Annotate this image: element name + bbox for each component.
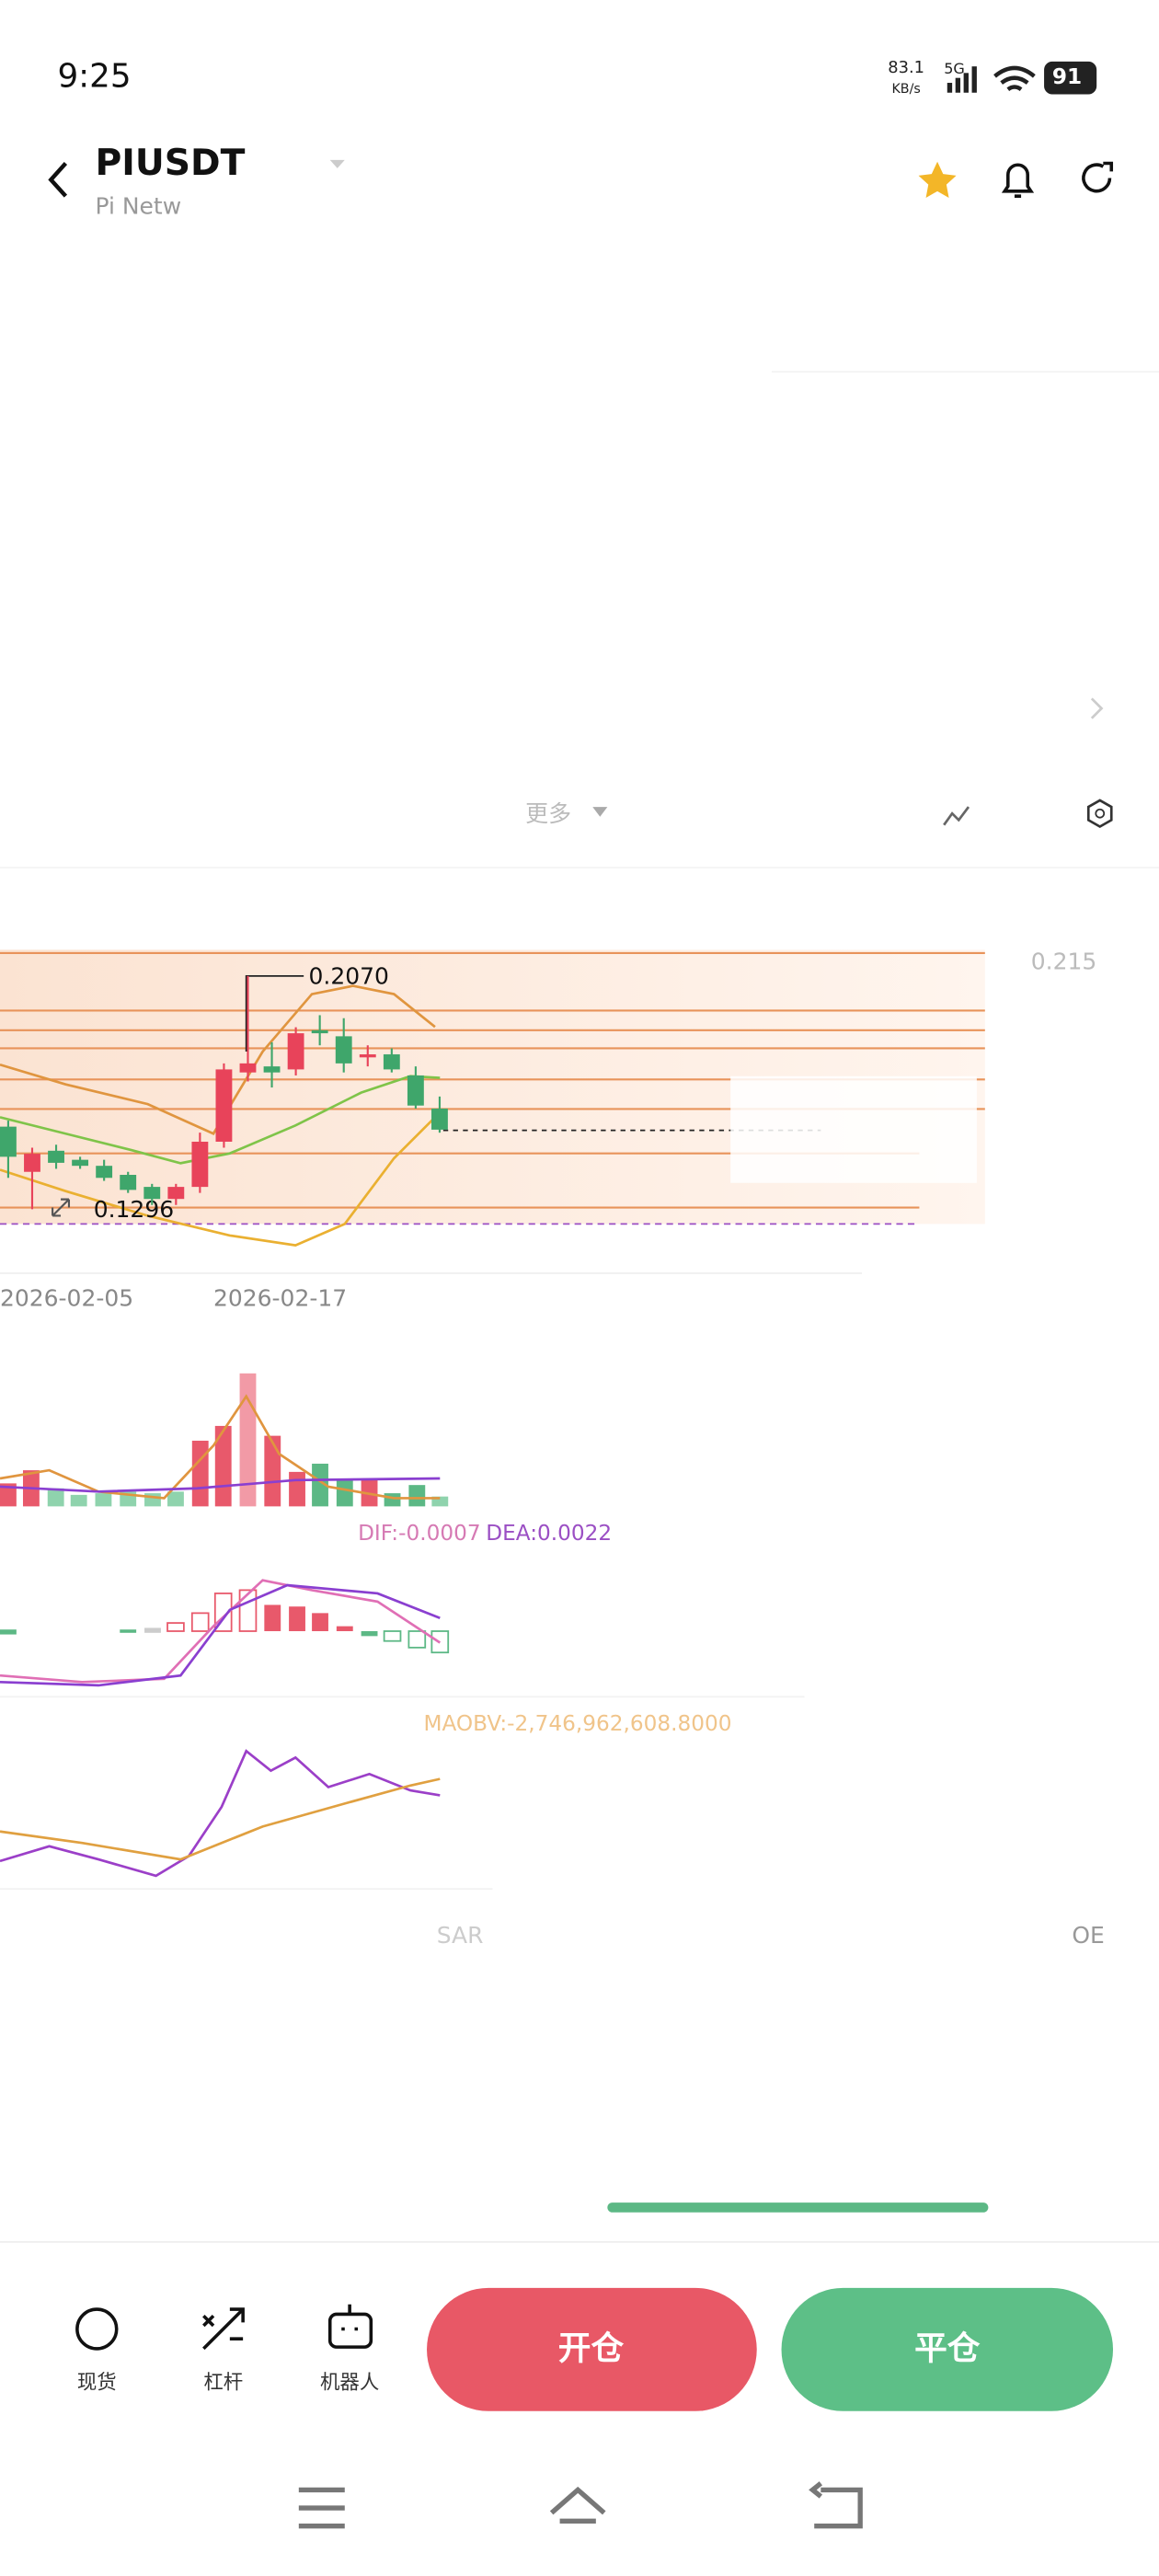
high-label: 0.2070 — [309, 963, 389, 990]
candle-body — [311, 1029, 328, 1034]
open-label[interactable]: 开仓 — [558, 2330, 625, 2368]
candle-body — [239, 1063, 257, 1073]
open-button[interactable] — [427, 2287, 757, 2411]
fade — [730, 1075, 977, 1183]
obv-tab[interactable]: OE — [1072, 1922, 1104, 1949]
candle-body — [215, 1069, 233, 1142]
candle-body — [24, 1154, 40, 1172]
candle-body — [96, 1166, 113, 1179]
macd-histogram — [0, 1579, 450, 1687]
settings-icon[interactable] — [1086, 799, 1113, 829]
price-label: 0.215 — [1031, 949, 1096, 975]
wifi-icon — [993, 65, 1036, 92]
speed-unit: KB/s — [891, 82, 920, 97]
candle-body — [287, 1033, 304, 1070]
dea-label: DEA:0.0022 — [486, 1521, 612, 1546]
back-button[interactable] — [48, 161, 68, 198]
chevron[interactable] — [1090, 697, 1104, 719]
dif-label: DIF:-0.0007 — [358, 1521, 481, 1546]
bot-label[interactable]: 机器人 — [320, 2371, 379, 2394]
maobv-label: MAOBV:-2,746,962,608.8000 — [423, 1711, 731, 1736]
mid-band — [0, 1075, 441, 1165]
battery-icon — [1044, 61, 1097, 95]
spot-icon[interactable] — [75, 2307, 119, 2351]
spot-label[interactable]: 现货 — [77, 2371, 117, 2394]
bot-icon-detail — [341, 2304, 359, 2331]
candle-body — [120, 1175, 137, 1190]
home-key[interactable] — [549, 2486, 606, 2524]
ratio-bar — [607, 2202, 989, 2213]
more-tab[interactable]: 更多 — [525, 800, 571, 827]
high-marker — [245, 975, 304, 1052]
candle-body — [167, 1187, 185, 1200]
sar-tab[interactable]: SAR — [437, 1922, 484, 1949]
speed: 83.1 — [888, 58, 924, 77]
candle-body — [263, 1066, 281, 1073]
candle-body — [143, 1187, 161, 1200]
symbol[interactable]: PIUSDT — [96, 143, 246, 184]
pair-name: Pi Netw — [96, 193, 182, 220]
close-label[interactable]: 平仓 — [914, 2330, 981, 2368]
obv-lines — [0, 1749, 441, 1878]
expand-icon[interactable] — [52, 1198, 71, 1217]
close-button[interactable] — [781, 2287, 1114, 2411]
candle-body — [191, 1141, 209, 1188]
dropdown-icon[interactable] — [329, 159, 345, 168]
volume-bars — [0, 1373, 449, 1507]
low-label: 0.1296 — [94, 1196, 174, 1223]
leverage-label[interactable]: 杠杆 — [203, 2371, 243, 2394]
upper-band — [0, 984, 436, 1135]
settings-dot — [1095, 808, 1106, 819]
time: 9:25 — [57, 58, 131, 96]
candle-body — [359, 1054, 376, 1058]
signal-icon — [947, 66, 977, 93]
candle-body — [0, 1126, 17, 1157]
share-icon[interactable] — [1082, 161, 1114, 193]
network: 5G — [944, 60, 965, 77]
menu-key[interactable] — [298, 2487, 345, 2529]
candle-body — [72, 1159, 89, 1167]
date-label: 2026-02-17 — [213, 1284, 347, 1311]
back-key[interactable] — [809, 2481, 863, 2529]
favorite-icon[interactable] — [918, 161, 957, 198]
alert-icon[interactable] — [1001, 163, 1035, 198]
candle-body — [407, 1075, 424, 1106]
candle-body — [431, 1108, 448, 1130]
candle-body — [383, 1054, 400, 1070]
more-icon[interactable] — [592, 807, 608, 817]
bot-icon[interactable] — [327, 2312, 373, 2349]
date-label: 2026-02-05 — [0, 1284, 133, 1311]
candle-body — [48, 1150, 64, 1163]
battery: 91 — [1052, 64, 1082, 89]
candle-body — [335, 1036, 352, 1064]
indicator-icon[interactable] — [943, 806, 970, 826]
leverage-icon[interactable] — [202, 2307, 245, 2351]
lower-band — [0, 1116, 436, 1247]
